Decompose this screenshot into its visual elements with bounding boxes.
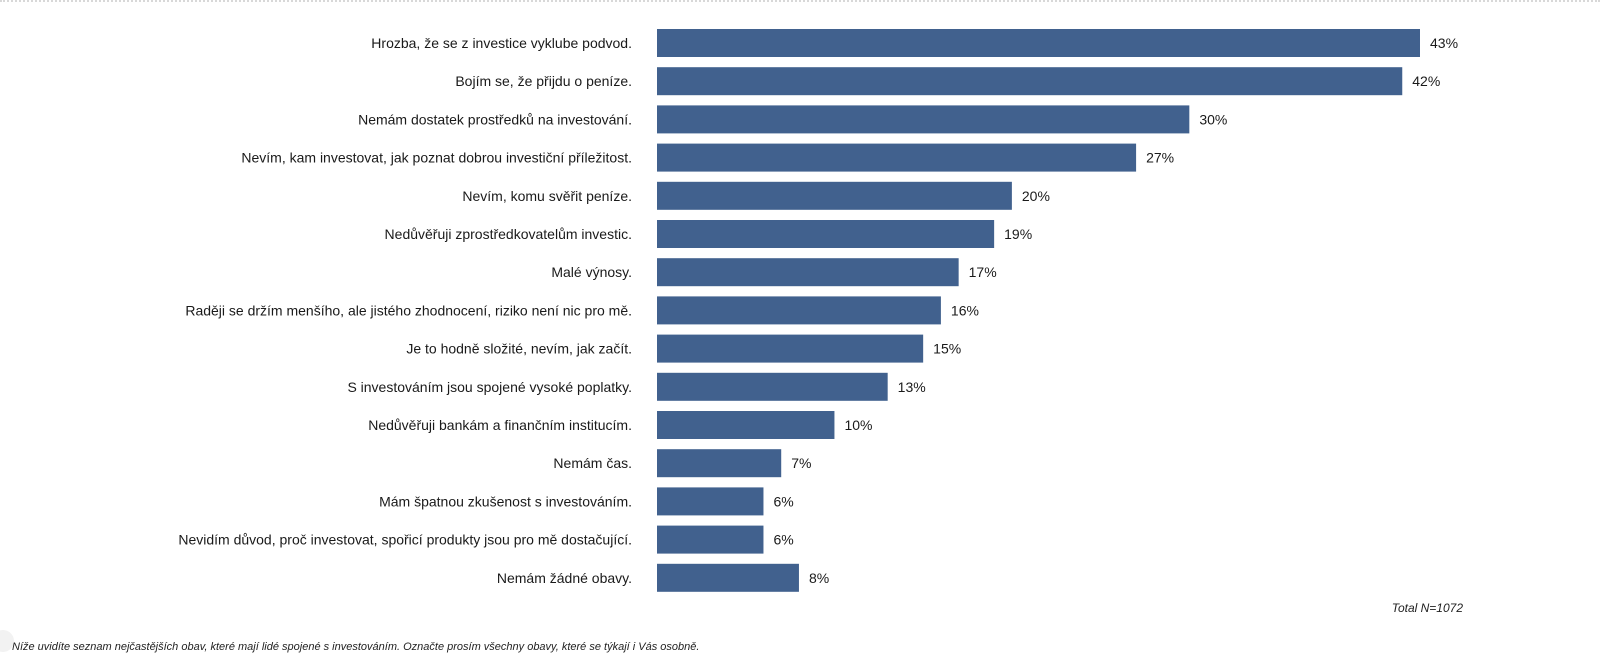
value-label: 15%: [933, 341, 961, 357]
category-label: Malé výnosy.: [551, 264, 632, 280]
bar: [657, 563, 799, 592]
category-label: Mám špatnou zkušenost s investováním.: [379, 493, 632, 509]
category-label: Nevím, komu svěřit peníze.: [462, 188, 632, 204]
category-label: Raději se držím menšího, ale jistého zho…: [185, 302, 632, 318]
value-label: 30%: [1199, 111, 1227, 127]
bar: [657, 67, 1403, 96]
value-label: 13%: [898, 379, 926, 395]
category-label: Nevím, kam investovat, jak poznat dobrou…: [241, 150, 632, 166]
category-label: Nemám žádné obavy.: [497, 570, 632, 586]
value-label: 8%: [809, 570, 829, 586]
bar: [657, 181, 1012, 210]
category-label: Je to hodně složité, nevím, jak začít.: [406, 341, 632, 357]
bar: [657, 334, 924, 363]
value-label: 17%: [969, 264, 997, 280]
value-label: 16%: [951, 302, 979, 318]
category-label: Nemám dostatek prostředků na investování…: [358, 111, 632, 127]
total-n-note: Total N=1072: [1391, 601, 1463, 615]
value-label: 27%: [1146, 150, 1174, 166]
category-label: S investováním jsou spojené vysoké popla…: [347, 379, 632, 395]
category-label: Hrozba, že se z investice vyklube podvod…: [371, 35, 632, 51]
value-label: 42%: [1412, 73, 1440, 89]
value-label: 43%: [1430, 35, 1458, 51]
value-label: 6%: [773, 532, 793, 548]
category-label: Nedůvěřuji zprostředkovatelům investic.: [385, 226, 632, 242]
value-label: 7%: [791, 455, 811, 471]
category-label: Nevidím důvod, proč investovat, spořicí …: [178, 532, 632, 548]
bar: [657, 525, 764, 554]
bar: [657, 449, 782, 478]
bar: [657, 105, 1190, 134]
value-label: 10%: [844, 417, 872, 433]
top-dotted-border: [0, 0, 1600, 2]
bar: [657, 258, 959, 287]
bars-group: Hrozba, že se z investice vyklube podvod…: [178, 29, 1458, 592]
bar: [657, 487, 764, 516]
question-footnote: Níže uvidíte seznam nejčastějších obav, …: [12, 641, 700, 653]
bar: [657, 372, 888, 401]
category-label: Nemám čas.: [553, 455, 632, 471]
bar: [657, 29, 1420, 57]
category-label: Bojím se, že přijdu o peníze.: [455, 73, 632, 89]
bar: [657, 411, 835, 439]
category-label: Nedůvěřuji bankám a finančním institucím…: [368, 417, 632, 433]
value-label: 19%: [1004, 226, 1032, 242]
bar: [657, 220, 995, 248]
bar-chart: Hrozba, že se z investice vyklube podvod…: [178, 29, 1458, 592]
bar: [657, 143, 1137, 172]
value-label: 6%: [773, 493, 793, 509]
bar: [657, 296, 941, 325]
corner-decoration: [0, 630, 14, 652]
value-label: 20%: [1022, 188, 1050, 204]
